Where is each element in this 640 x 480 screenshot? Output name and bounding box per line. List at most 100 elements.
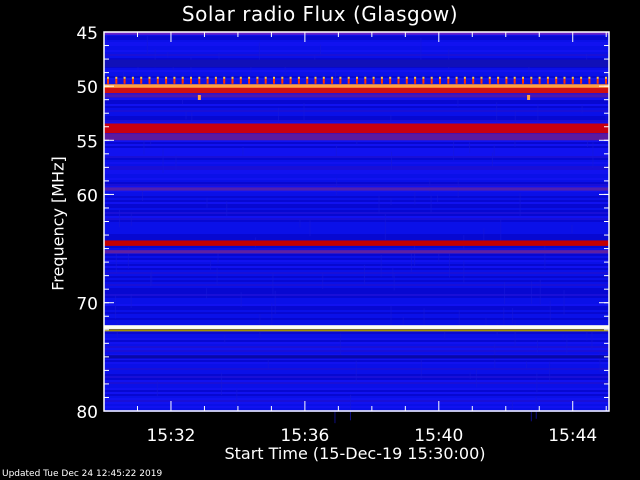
x-tick-label: 15:32: [146, 426, 195, 446]
noise-speck: [483, 228, 485, 242]
periodic-spike-tip: [422, 76, 425, 79]
periodic-spike-tip: [522, 76, 524, 79]
periodic-spike-tip: [505, 76, 508, 79]
noise-streak: [104, 292, 609, 294]
noise-speck: [410, 251, 412, 273]
noise-streak: [104, 348, 609, 350]
periodic-spike-tip: [165, 76, 168, 79]
periodic-spike-tip: [297, 76, 300, 79]
noise-streak: [104, 304, 609, 306]
noise-streak: [104, 234, 609, 236]
periodic-spike: [314, 78, 317, 84]
periodic-spike-tip: [306, 76, 309, 79]
noise-speck: [493, 144, 495, 156]
y-tick-label: 55: [76, 132, 98, 152]
periodic-spike-tip: [497, 76, 500, 79]
noise-speck: [605, 109, 607, 129]
periodic-spike: [347, 78, 350, 84]
periodic-spike: [181, 78, 184, 84]
noise-speck: [519, 193, 521, 217]
periodic-spike: [497, 78, 500, 84]
periodic-spike-tip: [538, 76, 541, 79]
noise-speck: [390, 305, 392, 325]
periodic-spike-tip: [273, 76, 275, 79]
periodic-spike-tip: [256, 76, 259, 79]
noise-streak: [104, 392, 609, 394]
periodic-spike: [596, 78, 599, 84]
noise-speck: [258, 42, 260, 64]
noise-streak: [104, 42, 609, 44]
noise-speck: [414, 192, 416, 205]
periodic-spike-tip: [571, 76, 574, 79]
noise-streak: [104, 340, 609, 342]
noise-speck: [599, 352, 601, 373]
noise-streak: [104, 110, 609, 112]
periodic-spike-tip: [347, 76, 350, 79]
spectral-band: [104, 187, 609, 191]
noise-streak: [104, 196, 609, 198]
noise-speck: [485, 317, 487, 329]
noise-speck: [566, 335, 568, 354]
noise-streak: [104, 154, 609, 156]
noise-streak: [104, 54, 609, 56]
noise-streak: [104, 58, 609, 60]
periodic-spike: [256, 78, 259, 84]
periodic-spike-tip: [331, 76, 334, 79]
noise-speck: [448, 49, 450, 70]
noise-speck: [535, 396, 537, 419]
noise-speck: [420, 38, 422, 61]
periodic-spike: [339, 78, 342, 84]
noise-streak: [104, 276, 609, 278]
noise-streak: [104, 398, 609, 400]
noise-streak: [104, 318, 609, 320]
noise-speck: [393, 272, 395, 291]
burst-point: [527, 94, 531, 100]
noise-speck: [242, 146, 244, 156]
noise-speck: [127, 247, 129, 269]
noise-speck: [106, 34, 108, 49]
periodic-spike: [131, 78, 134, 84]
noise-streak: [104, 178, 609, 180]
y-tick-label: 45: [76, 24, 98, 44]
burst-point: [197, 94, 201, 100]
noise-streak: [104, 258, 609, 260]
noise-speck: [122, 71, 124, 84]
periodic-spike: [306, 78, 309, 84]
periodic-spike: [248, 78, 251, 84]
x-axis-label: Start Time (15-Dec-19 15:30:00): [224, 444, 486, 463]
noise-speck: [514, 110, 516, 128]
periodic-spike: [356, 78, 358, 84]
periodic-spike-tip: [322, 76, 325, 79]
periodic-spike: [331, 78, 334, 84]
noise-speck: [156, 380, 158, 397]
periodic-spike: [273, 78, 275, 84]
noise-streak: [104, 312, 609, 314]
noise-speck: [437, 194, 439, 203]
noise-speck: [303, 103, 305, 121]
noise-speck: [119, 210, 121, 228]
noise-speck: [536, 372, 538, 394]
y-tick-label: 50: [76, 78, 98, 98]
periodic-spike: [223, 78, 226, 84]
periodic-spike: [414, 78, 417, 84]
noise-speck: [544, 245, 546, 269]
periodic-spike-tip: [140, 76, 143, 79]
y-axis-label: Frequency [MHz]: [48, 156, 68, 291]
periodic-spike-tip: [206, 76, 209, 79]
periodic-spike-tip: [123, 76, 126, 79]
noise-speck: [503, 307, 505, 332]
noise-speck: [363, 264, 365, 285]
noise-speck: [130, 293, 132, 308]
periodic-spike: [140, 78, 143, 84]
noise-streak: [104, 172, 609, 174]
noise-speck: [391, 151, 393, 170]
noise-streak: [104, 284, 609, 286]
noise-streak: [104, 218, 609, 220]
noise-speck: [322, 272, 324, 289]
noise-speck: [423, 308, 425, 332]
noise-speck: [463, 260, 465, 283]
noise-streak: [104, 308, 609, 310]
noise-streak: [104, 406, 609, 408]
noise-speck: [469, 142, 471, 153]
noise-speck: [137, 61, 139, 76]
